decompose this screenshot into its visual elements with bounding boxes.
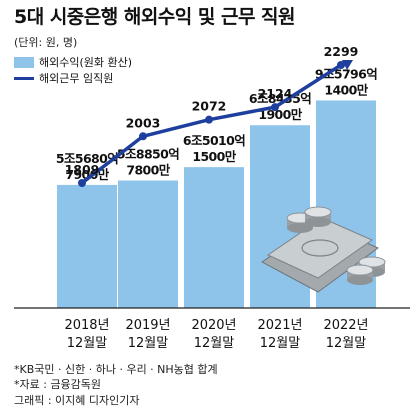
bar-label-1-1: 7800만 — [126, 162, 170, 177]
bar-1 — [118, 180, 178, 308]
x-tick-label-4-0: 2022년 — [323, 318, 368, 333]
x-tick-label-1-0: 2019년 — [125, 318, 170, 333]
legend: 해외수익(원화 환산) 해외근무 임직원 — [14, 54, 132, 86]
legend-label-staff: 해외근무 임직원 — [39, 72, 114, 85]
legend-swatch-line — [14, 76, 34, 80]
bar-label-4-1: 1400만 — [324, 82, 368, 97]
footer-note: *KB국민 · 신한 · 하나 · 우리 · NH농협 합계 — [14, 363, 218, 376]
x-axis: 2018년 12월말 2019년 12월말 2020년 12월말 2021년 12월말 2022… — [14, 307, 410, 351]
footer-source: *자료 : 금융감독원 — [14, 378, 102, 391]
line-point-4 — [337, 61, 345, 69]
bar-2 — [184, 167, 244, 308]
line-point-0 — [78, 179, 86, 187]
bar-0 — [57, 184, 117, 308]
line-label-3: 2124 — [258, 86, 293, 101]
chart-title: 5대 시중은행 해외수익 및 근무 직원 — [14, 6, 296, 28]
x-tick-label-3-0: 2021년 — [257, 318, 302, 333]
money-stack-icon — [261, 206, 386, 293]
line-point-2 — [205, 115, 213, 124]
bar-label-3-1: 1900만 — [258, 107, 302, 122]
legend-label-revenue: 해외수익(원화 환산) — [39, 56, 133, 69]
bar-label-1-0: 5조8850억 — [117, 146, 179, 161]
bar-label-0-0: 5조5680억 — [56, 151, 118, 166]
line-group: 1809 2003 2072 2124 2299 — [65, 44, 359, 187]
bar-label-2-1: 1500만 — [192, 149, 236, 164]
bar-label-2-0: 6조5010억 — [183, 133, 245, 148]
line-label-1: 2003 — [126, 115, 161, 130]
x-tick-label-0-1: 12월말 — [67, 336, 108, 351]
x-tick-label-2-0: 2020년 — [191, 318, 236, 333]
line-label-0: 1809 — [65, 162, 100, 177]
legend-item-staff: 해외근무 임직원 — [14, 70, 132, 86]
line-label-4: 2299 — [324, 44, 359, 59]
x-tick-label-1-1: 12월말 — [128, 336, 169, 351]
x-tick-label-4-1: 12월말 — [326, 336, 367, 351]
line-label-2: 2072 — [192, 99, 227, 114]
footer-credit: 그래픽 : 이지혜 디자인기자 — [14, 394, 140, 407]
line-point-3 — [271, 103, 279, 112]
x-tick-label-0-0: 2018년 — [64, 318, 109, 333]
line-arrow — [342, 60, 353, 70]
unit-label: (단위: 원, 명) — [14, 36, 78, 49]
x-tick-label-2-1: 12월말 — [194, 336, 235, 351]
x-tick-label-3-1: 12월말 — [260, 336, 301, 351]
legend-item-revenue: 해외수익(원화 환산) — [14, 54, 132, 70]
line-point-1 — [139, 132, 147, 141]
legend-swatch-bar — [14, 56, 34, 68]
